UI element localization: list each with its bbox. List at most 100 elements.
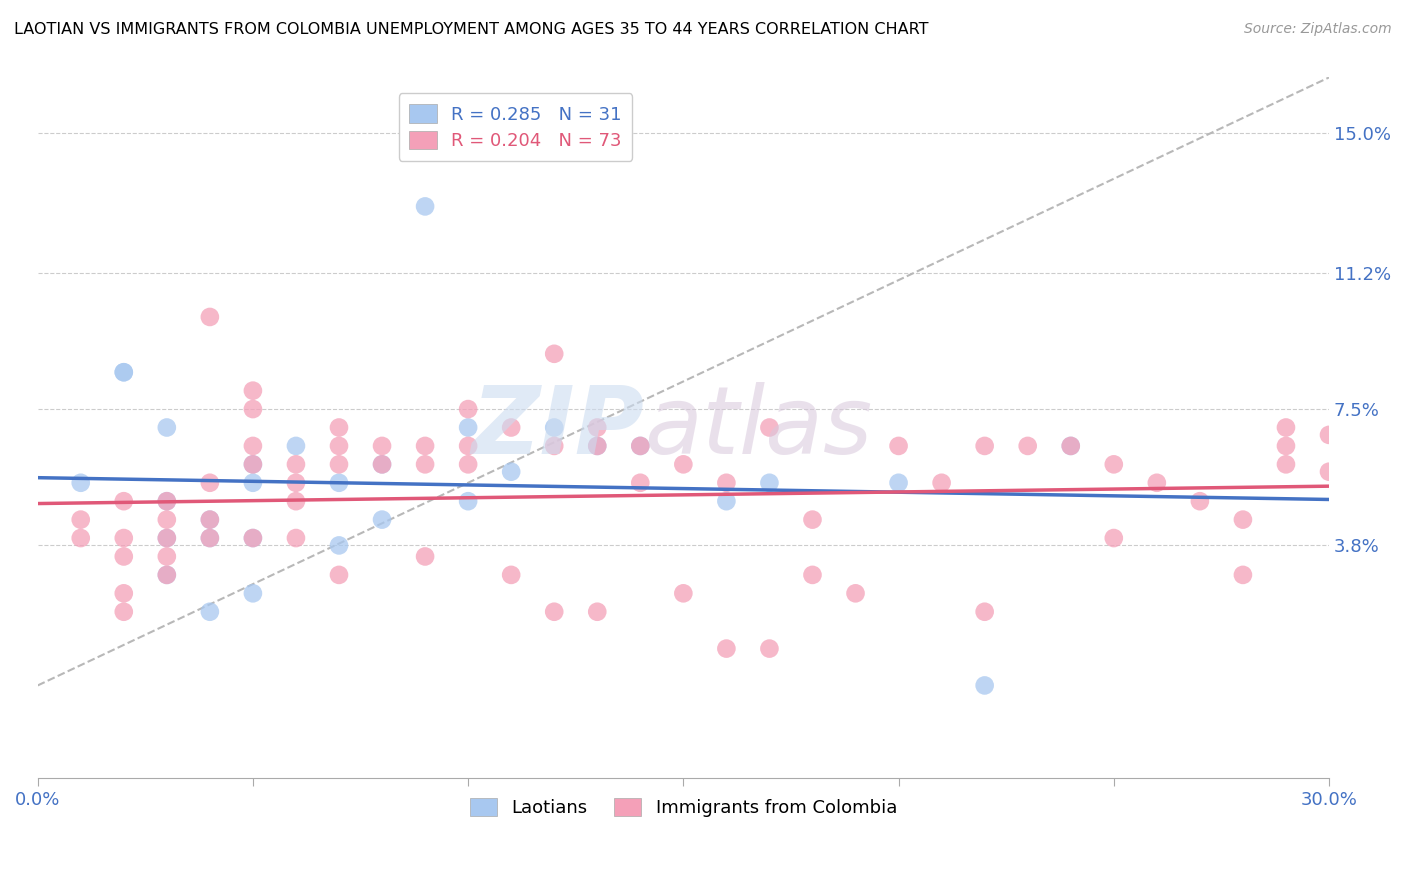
- Point: [156, 531, 179, 545]
- Point: [801, 568, 824, 582]
- Point: [844, 586, 866, 600]
- Point: [758, 475, 780, 490]
- Point: [887, 439, 910, 453]
- Point: [457, 420, 479, 434]
- Point: [69, 475, 91, 490]
- Point: [931, 475, 953, 490]
- Point: [1232, 513, 1254, 527]
- Point: [242, 586, 264, 600]
- Point: [628, 439, 651, 453]
- Point: [371, 458, 394, 472]
- Point: [1060, 439, 1083, 453]
- Point: [112, 605, 135, 619]
- Point: [1275, 439, 1298, 453]
- Point: [242, 531, 264, 545]
- Point: [457, 458, 479, 472]
- Point: [284, 439, 307, 453]
- Point: [242, 402, 264, 417]
- Point: [112, 586, 135, 600]
- Point: [112, 494, 135, 508]
- Point: [328, 458, 350, 472]
- Point: [198, 513, 221, 527]
- Point: [501, 420, 523, 434]
- Point: [413, 439, 436, 453]
- Point: [156, 549, 179, 564]
- Point: [1060, 439, 1083, 453]
- Point: [242, 458, 264, 472]
- Point: [112, 549, 135, 564]
- Point: [371, 458, 394, 472]
- Point: [198, 605, 221, 619]
- Point: [413, 199, 436, 213]
- Point: [973, 605, 995, 619]
- Point: [284, 458, 307, 472]
- Point: [543, 605, 565, 619]
- Point: [156, 420, 179, 434]
- Text: Source: ZipAtlas.com: Source: ZipAtlas.com: [1244, 22, 1392, 37]
- Point: [801, 513, 824, 527]
- Point: [198, 513, 221, 527]
- Point: [242, 439, 264, 453]
- Point: [501, 568, 523, 582]
- Point: [716, 475, 738, 490]
- Point: [457, 402, 479, 417]
- Point: [242, 531, 264, 545]
- Point: [672, 586, 695, 600]
- Point: [1102, 458, 1125, 472]
- Point: [284, 494, 307, 508]
- Point: [284, 475, 307, 490]
- Point: [457, 494, 479, 508]
- Point: [543, 347, 565, 361]
- Point: [156, 494, 179, 508]
- Point: [1017, 439, 1039, 453]
- Point: [1317, 428, 1340, 442]
- Point: [242, 384, 264, 398]
- Point: [1275, 458, 1298, 472]
- Point: [501, 465, 523, 479]
- Point: [156, 568, 179, 582]
- Point: [198, 475, 221, 490]
- Point: [716, 641, 738, 656]
- Point: [628, 439, 651, 453]
- Point: [284, 531, 307, 545]
- Point: [1146, 475, 1168, 490]
- Point: [371, 439, 394, 453]
- Point: [716, 494, 738, 508]
- Point: [1275, 420, 1298, 434]
- Point: [887, 475, 910, 490]
- Point: [242, 458, 264, 472]
- Point: [586, 439, 609, 453]
- Point: [371, 513, 394, 527]
- Point: [413, 549, 436, 564]
- Point: [328, 439, 350, 453]
- Point: [69, 531, 91, 545]
- Text: atlas: atlas: [644, 382, 873, 473]
- Point: [413, 458, 436, 472]
- Point: [586, 439, 609, 453]
- Point: [198, 531, 221, 545]
- Point: [1188, 494, 1211, 508]
- Point: [586, 605, 609, 619]
- Point: [112, 531, 135, 545]
- Point: [69, 513, 91, 527]
- Point: [758, 420, 780, 434]
- Point: [543, 420, 565, 434]
- Point: [1102, 531, 1125, 545]
- Point: [758, 641, 780, 656]
- Point: [328, 538, 350, 552]
- Point: [242, 475, 264, 490]
- Point: [1317, 465, 1340, 479]
- Point: [198, 310, 221, 324]
- Point: [543, 439, 565, 453]
- Point: [672, 458, 695, 472]
- Text: LAOTIAN VS IMMIGRANTS FROM COLOMBIA UNEMPLOYMENT AMONG AGES 35 TO 44 YEARS CORRE: LAOTIAN VS IMMIGRANTS FROM COLOMBIA UNEM…: [14, 22, 928, 37]
- Point: [628, 475, 651, 490]
- Point: [457, 439, 479, 453]
- Point: [156, 494, 179, 508]
- Point: [112, 365, 135, 379]
- Point: [112, 365, 135, 379]
- Point: [156, 531, 179, 545]
- Point: [1232, 568, 1254, 582]
- Point: [328, 568, 350, 582]
- Point: [973, 678, 995, 692]
